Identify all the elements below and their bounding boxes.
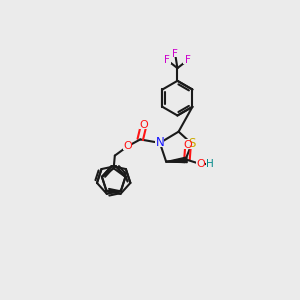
Bar [163,57,171,64]
Text: O: O [184,140,193,150]
Bar [206,160,214,167]
Polygon shape [166,157,187,163]
Text: S: S [188,137,195,150]
Bar [139,121,148,129]
Bar [183,57,192,64]
Bar [185,139,198,148]
Text: O: O [139,120,148,130]
Bar [155,139,164,147]
Text: N: N [155,136,164,149]
Bar [184,141,193,149]
Bar [123,142,132,150]
Text: H: H [206,159,214,169]
Text: F: F [172,49,178,59]
Bar [196,160,205,168]
Text: F: F [164,55,170,65]
Text: F: F [185,55,191,65]
Text: O: O [196,159,205,169]
Text: O: O [123,141,132,152]
Bar [171,50,179,57]
